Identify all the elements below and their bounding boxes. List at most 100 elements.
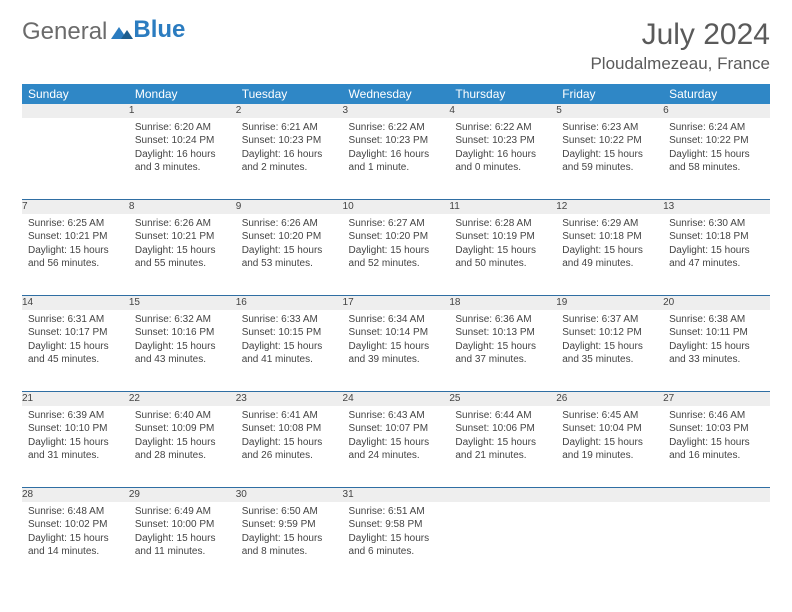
day-number (449, 488, 556, 502)
day-details: Sunrise: 6:30 AMSunset: 10:18 PMDaylight… (663, 214, 770, 277)
day-details: Sunrise: 6:27 AMSunset: 10:20 PMDaylight… (343, 214, 450, 277)
day-content-row: Sunrise: 6:31 AMSunset: 10:17 PMDaylight… (22, 310, 770, 392)
day-number: 30 (236, 488, 343, 502)
day-details: Sunrise: 6:37 AMSunset: 10:12 PMDaylight… (556, 310, 663, 373)
day-details: Sunrise: 6:38 AMSunset: 10:11 PMDaylight… (663, 310, 770, 373)
day-cell: Sunrise: 6:23 AMSunset: 10:22 PMDaylight… (556, 118, 663, 200)
day-details: Sunrise: 6:50 AMSunset: 9:59 PMDaylight:… (236, 502, 343, 565)
daynum-row: 28293031 (22, 488, 770, 502)
day-cell: Sunrise: 6:38 AMSunset: 10:11 PMDaylight… (663, 310, 770, 392)
day-number: 20 (663, 296, 770, 310)
day-cell: Sunrise: 6:50 AMSunset: 9:59 PMDaylight:… (236, 502, 343, 584)
weekday-header: Friday (556, 84, 663, 104)
logo: General Blue (22, 18, 185, 46)
month-title: July 2024 (590, 18, 770, 52)
day-number: 12 (556, 200, 663, 214)
day-cell: Sunrise: 6:43 AMSunset: 10:07 PMDaylight… (343, 406, 450, 488)
day-cell: Sunrise: 6:41 AMSunset: 10:08 PMDaylight… (236, 406, 343, 488)
daynum-row: 21222324252627 (22, 392, 770, 406)
day-cell: Sunrise: 6:21 AMSunset: 10:23 PMDaylight… (236, 118, 343, 200)
day-number: 23 (236, 392, 343, 406)
day-number: 19 (556, 296, 663, 310)
day-number: 21 (22, 392, 129, 406)
location: Ploudalmezeau, France (590, 54, 770, 74)
day-content-row: Sunrise: 6:20 AMSunset: 10:24 PMDaylight… (22, 118, 770, 200)
day-cell: Sunrise: 6:49 AMSunset: 10:00 PMDaylight… (129, 502, 236, 584)
day-cell: Sunrise: 6:28 AMSunset: 10:19 PMDaylight… (449, 214, 556, 296)
day-cell (663, 502, 770, 584)
day-number: 7 (22, 200, 129, 214)
title-block: July 2024 Ploudalmezeau, France (590, 18, 770, 74)
day-number: 31 (343, 488, 450, 502)
day-number (663, 488, 770, 502)
day-cell: Sunrise: 6:40 AMSunset: 10:09 PMDaylight… (129, 406, 236, 488)
day-number: 5 (556, 104, 663, 118)
header-row: General Blue July 2024 Ploudalmezeau, Fr… (22, 18, 770, 74)
day-details: Sunrise: 6:20 AMSunset: 10:24 PMDaylight… (129, 118, 236, 181)
weekday-header: Saturday (663, 84, 770, 104)
day-cell: Sunrise: 6:22 AMSunset: 10:23 PMDaylight… (449, 118, 556, 200)
day-number: 17 (343, 296, 450, 310)
day-cell: Sunrise: 6:34 AMSunset: 10:14 PMDaylight… (343, 310, 450, 392)
day-cell: Sunrise: 6:45 AMSunset: 10:04 PMDaylight… (556, 406, 663, 488)
day-details: Sunrise: 6:24 AMSunset: 10:22 PMDaylight… (663, 118, 770, 181)
day-cell: Sunrise: 6:51 AMSunset: 9:58 PMDaylight:… (343, 502, 450, 584)
day-details: Sunrise: 6:36 AMSunset: 10:13 PMDaylight… (449, 310, 556, 373)
day-number: 24 (343, 392, 450, 406)
day-number (556, 488, 663, 502)
day-details: Sunrise: 6:48 AMSunset: 10:02 PMDaylight… (22, 502, 129, 565)
day-cell: Sunrise: 6:22 AMSunset: 10:23 PMDaylight… (343, 118, 450, 200)
day-number: 27 (663, 392, 770, 406)
daynum-row: 123456 (22, 104, 770, 118)
day-number: 11 (449, 200, 556, 214)
logo-mark-icon (111, 18, 133, 46)
day-cell: Sunrise: 6:37 AMSunset: 10:12 PMDaylight… (556, 310, 663, 392)
day-number: 1 (129, 104, 236, 118)
day-details: Sunrise: 6:39 AMSunset: 10:10 PMDaylight… (22, 406, 129, 469)
day-number: 26 (556, 392, 663, 406)
day-cell: Sunrise: 6:29 AMSunset: 10:18 PMDaylight… (556, 214, 663, 296)
day-details: Sunrise: 6:21 AMSunset: 10:23 PMDaylight… (236, 118, 343, 181)
day-cell: Sunrise: 6:25 AMSunset: 10:21 PMDaylight… (22, 214, 129, 296)
day-details: Sunrise: 6:25 AMSunset: 10:21 PMDaylight… (22, 214, 129, 277)
day-details: Sunrise: 6:33 AMSunset: 10:15 PMDaylight… (236, 310, 343, 373)
day-details: Sunrise: 6:34 AMSunset: 10:14 PMDaylight… (343, 310, 450, 373)
day-details: Sunrise: 6:31 AMSunset: 10:17 PMDaylight… (22, 310, 129, 373)
day-cell: Sunrise: 6:26 AMSunset: 10:20 PMDaylight… (236, 214, 343, 296)
day-details: Sunrise: 6:40 AMSunset: 10:09 PMDaylight… (129, 406, 236, 469)
day-number: 14 (22, 296, 129, 310)
day-number: 6 (663, 104, 770, 118)
day-details: Sunrise: 6:23 AMSunset: 10:22 PMDaylight… (556, 118, 663, 181)
day-number: 15 (129, 296, 236, 310)
day-number: 29 (129, 488, 236, 502)
day-details: Sunrise: 6:51 AMSunset: 9:58 PMDaylight:… (343, 502, 450, 565)
day-details: Sunrise: 6:46 AMSunset: 10:03 PMDaylight… (663, 406, 770, 469)
day-cell: Sunrise: 6:31 AMSunset: 10:17 PMDaylight… (22, 310, 129, 392)
day-details: Sunrise: 6:44 AMSunset: 10:06 PMDaylight… (449, 406, 556, 469)
day-details: Sunrise: 6:49 AMSunset: 10:00 PMDaylight… (129, 502, 236, 565)
day-number (22, 104, 129, 118)
day-number: 25 (449, 392, 556, 406)
weekday-header: Thursday (449, 84, 556, 104)
day-number: 16 (236, 296, 343, 310)
day-details: Sunrise: 6:32 AMSunset: 10:16 PMDaylight… (129, 310, 236, 373)
day-details: Sunrise: 6:22 AMSunset: 10:23 PMDaylight… (343, 118, 450, 181)
day-details: Sunrise: 6:29 AMSunset: 10:18 PMDaylight… (556, 214, 663, 277)
weekday-header: Tuesday (236, 84, 343, 104)
day-cell: Sunrise: 6:26 AMSunset: 10:21 PMDaylight… (129, 214, 236, 296)
day-content-row: Sunrise: 6:25 AMSunset: 10:21 PMDaylight… (22, 214, 770, 296)
day-number: 8 (129, 200, 236, 214)
day-cell (22, 118, 129, 200)
calendar-table: Sunday Monday Tuesday Wednesday Thursday… (22, 84, 770, 584)
day-content-row: Sunrise: 6:48 AMSunset: 10:02 PMDaylight… (22, 502, 770, 584)
day-number: 2 (236, 104, 343, 118)
day-cell: Sunrise: 6:24 AMSunset: 10:22 PMDaylight… (663, 118, 770, 200)
day-number: 22 (129, 392, 236, 406)
day-number: 28 (22, 488, 129, 502)
day-cell: Sunrise: 6:44 AMSunset: 10:06 PMDaylight… (449, 406, 556, 488)
weekday-header: Monday (129, 84, 236, 104)
day-number: 10 (343, 200, 450, 214)
weekday-header: Sunday (22, 84, 129, 104)
logo-text-blue: Blue (133, 16, 185, 44)
day-number: 9 (236, 200, 343, 214)
